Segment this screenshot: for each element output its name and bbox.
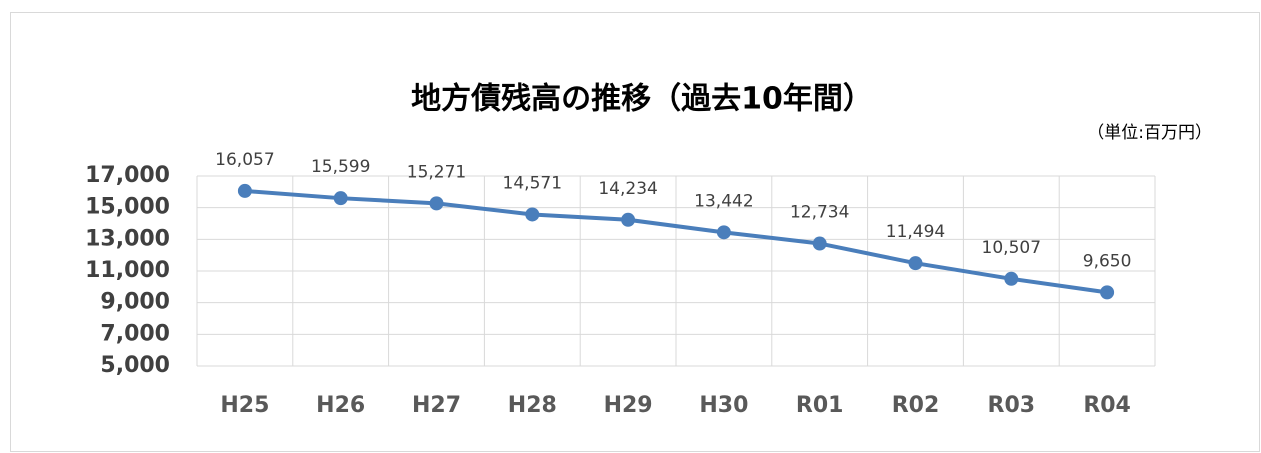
y-tick-label: 17,000: [85, 163, 170, 188]
x-tick-label: H27: [412, 393, 461, 418]
x-tick-label: H25: [220, 393, 269, 418]
x-tick-label: H30: [699, 393, 748, 418]
y-tick-label: 9,000: [100, 290, 170, 315]
x-tick-label: R01: [796, 393, 844, 418]
y-tick-label: 15,000: [85, 195, 170, 220]
data-label: 15,271: [407, 162, 466, 182]
y-tick-label: 5,000: [100, 353, 170, 378]
x-tick-label: R03: [988, 393, 1036, 418]
point: [525, 207, 540, 222]
chart-title: 地方債残高の推移（過去10年間）: [411, 82, 873, 117]
point: [1100, 285, 1115, 300]
point: [1004, 271, 1019, 286]
x-tick-label: H29: [604, 393, 653, 418]
unit-label: （単位:百万円）: [1087, 123, 1212, 143]
point: [333, 191, 348, 206]
x-tick-label: H26: [316, 393, 365, 418]
point: [429, 196, 444, 211]
series-line: [244, 188, 1108, 295]
point: [621, 212, 636, 227]
data-label: 10,507: [982, 238, 1041, 258]
point: [237, 183, 252, 198]
data-label: 11,494: [886, 222, 945, 242]
x-tick-label: R02: [892, 393, 940, 418]
point: [716, 225, 731, 240]
y-tick-label: 7,000: [100, 321, 170, 346]
data-label: 15,599: [311, 157, 370, 177]
x-tick-label: H28: [508, 393, 557, 418]
data-label: 14,571: [503, 173, 562, 193]
y-tick-label: 11,000: [85, 258, 170, 283]
point: [812, 236, 827, 251]
data-label: 9,650: [1083, 251, 1132, 271]
y-tick-label: 13,000: [85, 226, 170, 251]
data-label: 14,234: [598, 179, 657, 199]
x-tick-label: R04: [1083, 393, 1131, 418]
data-label: 12,734: [790, 203, 849, 223]
point: [908, 256, 923, 271]
chart-frame: [10, 12, 1260, 452]
data-label: 16,057: [215, 150, 274, 170]
data-label: 13,442: [694, 191, 753, 211]
